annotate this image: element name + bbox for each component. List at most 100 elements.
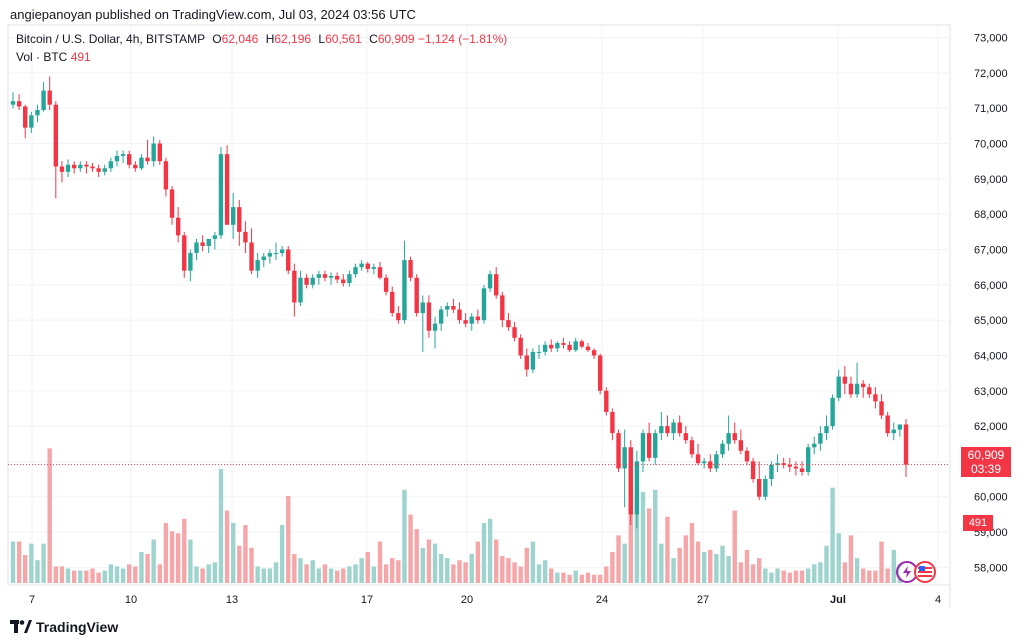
candle-body bbox=[714, 454, 719, 469]
candle-body bbox=[573, 341, 578, 351]
volume-bar bbox=[451, 564, 456, 583]
candle-body bbox=[555, 343, 560, 349]
candle-body bbox=[695, 454, 701, 464]
volume-bar bbox=[218, 469, 224, 583]
candle-body bbox=[597, 355, 603, 391]
volume-bar bbox=[316, 568, 322, 583]
candle-body bbox=[65, 164, 71, 172]
candle-body bbox=[163, 161, 169, 190]
candle-body bbox=[683, 433, 689, 441]
candle-body bbox=[322, 274, 328, 278]
x-tick-label: 17 bbox=[361, 594, 373, 606]
candle-body bbox=[677, 422, 682, 434]
candle-body bbox=[237, 207, 242, 232]
candle-body bbox=[493, 274, 499, 296]
candle-body bbox=[279, 249, 285, 254]
volume-bar bbox=[714, 554, 719, 583]
candle-body bbox=[610, 411, 615, 434]
volume-bar bbox=[597, 574, 603, 583]
candle-body bbox=[634, 461, 640, 515]
footer-brand: TradingView bbox=[36, 619, 119, 636]
volume-bar bbox=[634, 506, 640, 583]
candle-body bbox=[71, 164, 77, 169]
candle-body bbox=[230, 207, 236, 225]
candle-body bbox=[402, 260, 407, 321]
volume-bar bbox=[237, 545, 242, 583]
candle-body bbox=[353, 267, 358, 275]
volume-bar bbox=[59, 566, 65, 583]
candle-body bbox=[860, 383, 866, 388]
volume-bar bbox=[793, 570, 799, 583]
volume-bar bbox=[408, 514, 413, 583]
candle-body bbox=[481, 288, 487, 321]
candle-body bbox=[591, 350, 597, 356]
tradingview-footer[interactable]: TradingView bbox=[10, 618, 118, 635]
volume-bar bbox=[524, 547, 529, 583]
volume-bar bbox=[775, 568, 780, 583]
candle-body bbox=[750, 461, 756, 480]
volume-bar bbox=[891, 549, 896, 583]
candle-body bbox=[47, 90, 52, 105]
candle-body bbox=[463, 320, 468, 324]
candle-body bbox=[194, 242, 199, 254]
volume-bar bbox=[102, 570, 107, 583]
publish-header: angiepanoyan published on TradingView.co… bbox=[10, 7, 416, 22]
volume-bar bbox=[402, 489, 407, 583]
volume-bar bbox=[689, 522, 695, 583]
candle-body bbox=[133, 164, 138, 169]
volume-bar bbox=[879, 541, 884, 583]
candle-body bbox=[769, 464, 774, 480]
volume-bar bbox=[763, 568, 768, 583]
volume-bar bbox=[818, 562, 823, 583]
candle-body bbox=[824, 426, 829, 434]
candle-body bbox=[671, 422, 676, 434]
volume-bar bbox=[726, 556, 731, 583]
candle-body bbox=[830, 397, 835, 427]
x-tick-label: 20 bbox=[461, 594, 473, 606]
volume-bar bbox=[279, 525, 285, 583]
volume-bar bbox=[640, 491, 646, 583]
candle-body bbox=[390, 291, 395, 314]
volume-bar bbox=[873, 570, 878, 583]
volume-bar bbox=[133, 566, 138, 583]
y-tick-label: 68,000 bbox=[974, 209, 1008, 221]
candle-body bbox=[432, 323, 438, 331]
us-flag-icon[interactable] bbox=[914, 561, 936, 583]
candle-body bbox=[475, 316, 481, 321]
candle-body bbox=[53, 104, 59, 167]
volume-bar bbox=[493, 539, 499, 583]
candle-body bbox=[261, 256, 266, 261]
candle-body bbox=[377, 267, 383, 278]
volume-bar bbox=[695, 541, 701, 583]
ohlc-legend: Bitcoin / U.S. Dollar, 4h, BITSTAMP O62,… bbox=[16, 32, 507, 46]
candle-body bbox=[438, 309, 444, 324]
candle-body bbox=[420, 302, 426, 314]
y-tick-label: 67,000 bbox=[974, 244, 1008, 256]
candle-body bbox=[218, 154, 224, 236]
candle-body bbox=[867, 387, 872, 395]
candle-body bbox=[10, 101, 16, 105]
volume-bar bbox=[420, 547, 426, 583]
candle-body bbox=[127, 154, 132, 165]
volume-bar bbox=[35, 560, 40, 583]
candle-body bbox=[842, 376, 848, 384]
volume-bar bbox=[463, 562, 468, 583]
volume-bar bbox=[328, 568, 334, 583]
candle-body bbox=[567, 344, 572, 351]
candle-body bbox=[799, 468, 805, 472]
symbol-label[interactable]: Bitcoin / U.S. Dollar, 4h, BITSTAMP bbox=[16, 32, 205, 46]
volume-bar bbox=[396, 560, 401, 583]
candle-body bbox=[29, 115, 34, 128]
candle-body bbox=[689, 440, 695, 455]
y-tick-label: 69,000 bbox=[974, 174, 1008, 186]
candle-body bbox=[175, 217, 181, 236]
candle-body bbox=[701, 461, 707, 464]
volume-label[interactable]: Vol · BTC bbox=[16, 50, 68, 64]
open-value: 62,046 bbox=[221, 32, 259, 46]
candle-body bbox=[640, 433, 646, 462]
volume-bar bbox=[273, 562, 279, 583]
plot-frame bbox=[7, 24, 951, 586]
volume-bar bbox=[757, 558, 762, 583]
volume-bar bbox=[738, 562, 744, 583]
